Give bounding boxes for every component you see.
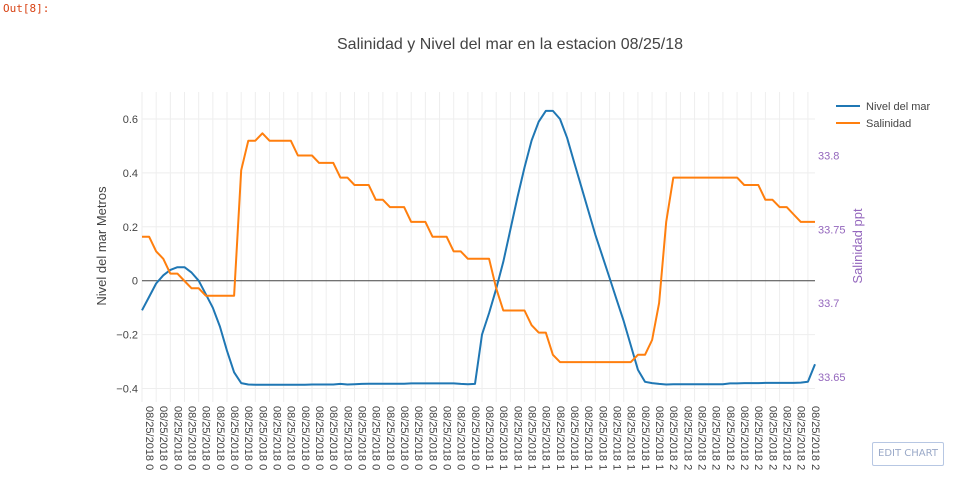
x-tick-label: 08/25/2018 2 [809,406,821,470]
x-tick-label: 08/25/2018 0 [256,406,268,470]
x-tick-label: 08/25/2018 1 [554,406,566,470]
x-tick-label: 08/25/2018 1 [625,406,637,470]
legend-label-nivel: Nivel del mar [866,101,931,113]
legend[interactable]: Nivel del mar Salinidad [836,101,931,130]
y-tick-label: 0.2 [123,222,138,234]
legend-item-salinidad[interactable]: Salinidad [836,118,911,130]
x-tick-label: 08/25/2018 2 [710,406,722,470]
x-tick-label: 08/25/2018 2 [795,406,807,470]
y2-tick-label: 33.65 [818,372,846,384]
x-tick-label: 08/25/2018 0 [341,406,353,470]
y-tick-label: 0.4 [123,168,138,180]
x-tick-label: 08/25/2018 0 [384,406,396,470]
y-tick-label: −0.4 [116,384,138,396]
y-axis-ticks: −0.4 −0.2 0 0.2 0.4 0.6 [116,114,138,396]
x-tick-label: 08/25/2018 0 [271,406,283,470]
y2-axis-label: Salinidad ppt [850,208,865,284]
y-tick-label: −0.2 [116,330,138,342]
y2-tick-label: 33.8 [818,150,839,162]
x-tick-label: 08/25/2018 1 [582,406,594,470]
x-tick-label: 08/25/2018 2 [724,406,736,470]
x-tick-label: 08/25/2018 2 [781,406,793,470]
x-tick-label: 08/25/2018 1 [483,406,495,470]
x-tick-label: 08/25/2018 0 [370,406,382,470]
series-lines [141,109,816,386]
y-tick-label: 0 [132,276,138,288]
y2-axis-ticks: 33.65 33.7 33.75 33.8 [818,150,846,383]
x-tick-label: 08/25/2018 2 [696,406,708,470]
legend-item-nivel[interactable]: Nivel del mar [836,101,931,113]
x-tick-label: 08/25/2018 2 [681,406,693,470]
x-tick-label: 08/25/2018 1 [568,406,580,470]
output-prompt: Out[8]: [3,2,50,15]
x-tick-label: 08/25/2018 2 [766,406,778,470]
x-tick-label: 08/25/2018 2 [667,406,679,470]
x-tick-label: 08/25/2018 2 [752,406,764,470]
series-line-salinidad [142,132,815,364]
x-tick-label: 08/25/2018 0 [285,406,297,470]
edit-chart-button[interactable]: EDIT CHART [872,442,944,466]
legend-label-salinidad: Salinidad [866,118,911,130]
x-axis-ticks: 08/25/2018 0 08/25/2018 0 08/25/2018 0 08/2… [143,406,821,470]
chart-title: Salinidad y Nivel del mar en la estacion… [337,36,683,53]
x-tick-label: 08/25/2018 1 [526,406,538,470]
series-line-nivel [141,109,816,386]
x-tick-label: 08/25/2018 0 [186,406,198,470]
x-tick-label: 08/25/2018 0 [299,406,311,470]
y-tick-label: 0.6 [123,114,138,126]
x-tick-label: 08/25/2018 0 [327,406,339,470]
x-tick-label: 08/25/2018 0 [426,406,438,470]
x-tick-label: 08/25/2018 0 [242,406,254,470]
x-tick-label: 08/25/2018 0 [228,406,240,470]
x-tick-label: 08/25/2018 1 [611,406,623,470]
x-tick-label: 08/25/2018 0 [313,406,325,470]
x-tick-label: 08/25/2018 0 [441,406,453,470]
x-tick-label: 08/25/2018 0 [455,406,467,470]
x-tick-label: 08/25/2018 0 [469,406,481,470]
x-tick-label: 08/25/2018 0 [412,406,424,470]
x-tick-label: 08/25/2018 0 [143,406,155,470]
x-tick-label: 08/25/2018 1 [511,406,523,470]
y-axis-label: Nivel del mar Metros [94,186,109,306]
x-tick-label: 08/25/2018 1 [540,406,552,470]
y2-tick-label: 33.7 [818,298,839,310]
x-tick-label: 08/25/2018 1 [497,406,509,470]
x-tick-label: 08/25/2018 0 [157,406,169,470]
x-tick-label: 08/25/2018 0 [171,406,183,470]
x-tick-label: 08/25/2018 1 [653,406,665,470]
x-tick-label: 08/25/2018 2 [738,406,750,470]
x-tick-label: 08/25/2018 0 [398,406,410,470]
x-tick-label: 08/25/2018 1 [639,406,651,470]
x-tick-label: 08/25/2018 0 [200,406,212,470]
x-tick-label: 08/25/2018 1 [596,406,608,470]
grid [141,92,815,402]
x-tick-label: 08/25/2018 0 [356,406,368,470]
x-tick-label: 08/25/2018 0 [214,406,226,470]
y2-tick-label: 33.75 [818,224,846,236]
